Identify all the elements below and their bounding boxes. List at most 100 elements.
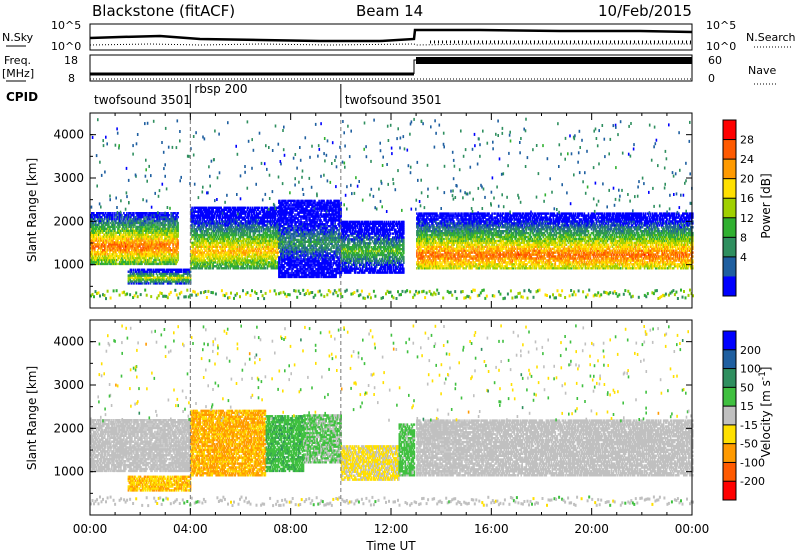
echo-cell	[203, 265, 205, 268]
echo-cell	[234, 255, 237, 258]
echo-cell	[231, 220, 234, 223]
echo-cell	[219, 228, 221, 231]
echo-cell	[203, 245, 205, 248]
echo-cell	[201, 261, 203, 264]
echo-cell	[215, 208, 217, 211]
echo-cell	[141, 221, 143, 225]
echo-cell	[128, 212, 130, 215]
echo-cell	[142, 254, 144, 258]
echo-cell	[218, 212, 220, 215]
echo-cell	[219, 231, 221, 235]
echo-cell	[205, 249, 207, 252]
echo-cell	[174, 272, 177, 275]
echo-cell	[211, 247, 213, 250]
echo-cell	[145, 225, 147, 229]
echo-cell	[145, 237, 147, 240]
echo-cell	[172, 235, 174, 238]
echo-cell	[164, 253, 166, 256]
echo-cell	[163, 225, 165, 229]
echo-cell	[211, 239, 213, 243]
echo-cell	[162, 214, 164, 217]
echo-cell	[177, 241, 179, 244]
echo-cell	[128, 270, 131, 273]
echo-cell	[277, 251, 280, 254]
echo-cell	[121, 262, 123, 266]
echo-cell	[236, 257, 239, 260]
echo-cell	[91, 239, 93, 242]
echo-cell	[215, 231, 217, 235]
echo-cell	[99, 217, 101, 221]
echo-cell	[160, 256, 162, 260]
echo-cell	[128, 249, 130, 252]
echo-cell	[168, 278, 171, 281]
echo-cell	[202, 241, 204, 245]
echo-cell	[128, 254, 130, 258]
echo-cell	[110, 243, 112, 246]
echo-cell	[210, 235, 212, 239]
echo-cell	[203, 214, 205, 217]
echo-cell	[126, 249, 128, 252]
echo-cell	[154, 245, 156, 248]
echo-cell	[136, 235, 138, 238]
echo-cell	[139, 262, 141, 266]
echo-cell	[122, 223, 124, 227]
echo-cell	[145, 256, 147, 260]
echo-cell	[171, 221, 173, 225]
echo-cell	[193, 230, 195, 233]
echo-cell	[231, 231, 234, 235]
echo-cell	[104, 243, 106, 246]
echo-cell	[176, 270, 179, 273]
echo-cell	[191, 245, 193, 248]
echo-cell	[216, 253, 218, 256]
echo-cell	[166, 231, 168, 234]
echo-cell	[97, 223, 99, 227]
echo-cell	[230, 237, 233, 241]
echo-cell	[194, 243, 196, 246]
echo-cell	[219, 224, 221, 227]
echo-cell	[111, 223, 113, 227]
echo-cell	[160, 221, 162, 225]
echo-cell	[228, 253, 231, 256]
echo-cell	[139, 212, 141, 215]
echo-cell	[90, 247, 92, 250]
echo-cell	[139, 280, 142, 283]
echo-cell	[219, 230, 221, 233]
echo-cell	[161, 282, 164, 285]
echo-cell	[214, 249, 216, 252]
echo-cell	[140, 247, 142, 250]
echo-cell	[121, 235, 123, 238]
echo-cell	[207, 249, 209, 252]
echo-cell	[134, 237, 136, 240]
echo-cell	[101, 219, 103, 223]
echo-cell	[206, 208, 208, 211]
echo-cell	[101, 217, 103, 221]
echo-cell	[167, 276, 170, 279]
echo-cell	[141, 253, 143, 256]
echo-cell	[214, 251, 216, 254]
echo-cell	[161, 233, 163, 236]
echo-cell	[144, 227, 146, 230]
echo-cell	[118, 229, 120, 232]
echo-cell	[115, 251, 117, 254]
echo-cell	[198, 257, 200, 260]
echo-cell	[129, 215, 131, 219]
echo-cell	[210, 237, 212, 241]
echo-cell	[144, 225, 146, 229]
echo-cell	[92, 253, 94, 256]
echo-cell	[168, 282, 171, 285]
echo-cell	[137, 235, 139, 238]
echo-cell	[151, 239, 153, 242]
echo-cell	[144, 282, 147, 285]
echo-cell	[177, 253, 179, 256]
echo-cell	[92, 217, 94, 221]
echo-cell	[197, 247, 199, 250]
echo-cell	[106, 219, 108, 223]
echo-cell	[139, 221, 141, 225]
echo-cell	[161, 260, 163, 264]
echo-cell	[172, 274, 175, 277]
echo-cell	[156, 278, 159, 281]
echo-cell	[172, 260, 174, 264]
echo-cell	[227, 210, 230, 213]
echo-cell	[130, 262, 132, 266]
echo-cell	[106, 262, 108, 266]
